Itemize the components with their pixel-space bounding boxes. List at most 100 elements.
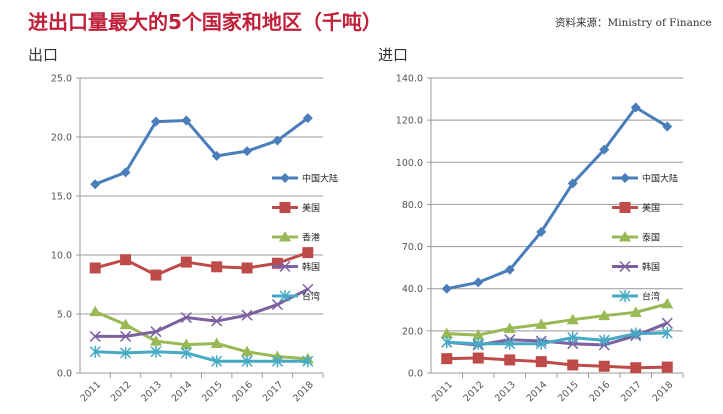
data-point [211,261,223,273]
y-tick-label: 0.0 [408,369,423,380]
legend-label: 美国 [302,202,320,214]
y-tick-label: 70.0 [402,242,423,253]
chart-title: 进口 [378,46,408,64]
data-point [120,330,132,342]
data-point [180,312,192,324]
data-point [89,262,101,274]
data-point [661,317,673,329]
legend-item: 中国大陆 [272,173,338,185]
data-point [504,354,516,366]
series-韩国 [89,283,314,342]
data-point [661,361,673,373]
legend-label: 台湾 [302,291,320,303]
legend-item: 中国大陆 [612,173,678,185]
data-point [535,318,548,329]
legend-item: 泰国 [612,231,660,244]
x-tick-label: 2017 [619,379,644,404]
legend-label: 台湾 [642,291,660,303]
data-point [535,337,547,350]
legend-label: 美国 [642,202,660,214]
data-point [302,113,313,124]
data-point [472,329,485,340]
data-point [661,297,674,309]
x-tick-label: 2012 [109,379,134,404]
data-point [150,269,162,281]
legend-label: 中国大陆 [642,173,678,185]
data-point [598,334,610,347]
data-point [242,146,253,157]
page-title: 进出口量最大的5个国家和地区（千吨） [28,10,382,34]
y-tick-label: 140.0 [396,74,423,85]
x-tick-label: 2014 [170,379,195,404]
legend-label: 泰国 [642,232,660,244]
data-point [302,283,314,295]
legend-marker [279,231,291,242]
data-point [180,338,193,350]
data-point [241,345,254,357]
series-美国 [441,352,673,374]
data-point [241,355,253,368]
series-台湾 [89,345,314,368]
legend-item: 台湾 [612,290,660,303]
data-point [150,116,161,127]
x-tick-label: 2018 [291,379,316,404]
y-tick-label: 20.0 [51,133,72,144]
legend-marker [619,260,631,273]
data-point [302,247,314,259]
legend-label: 韩国 [642,261,660,273]
data-point [180,346,192,359]
data-point [241,309,253,321]
data-point [503,322,516,333]
series-line [446,302,668,337]
data-point [210,337,223,348]
data-point [241,262,253,274]
data-point [150,326,162,338]
y-tick-label: 120.0 [396,116,423,127]
legend-item: 美国 [612,202,660,214]
data-point [567,359,579,371]
chart-title: 出口 [28,46,58,64]
legend-item: 台湾 [272,290,320,303]
data-point [630,327,642,340]
legend-item: 美国 [272,202,320,214]
data-point [180,256,192,268]
data-point [271,257,283,269]
series-line [446,331,668,346]
data-point [441,283,452,294]
data-point [440,327,453,339]
data-point [662,121,673,132]
data-point [630,102,641,113]
x-tick-label: 2016 [230,379,255,404]
data-point [567,178,578,189]
series-泰国 [440,297,674,340]
legend-marker [619,231,631,242]
legend-item: 香港 [272,231,320,244]
data-point [472,337,484,350]
source-note: 资料来源：Ministry of Finance [555,17,712,29]
y-tick-label: 0.0 [57,369,72,380]
y-tick-label: 15.0 [51,192,72,203]
data-point [119,318,132,330]
x-tick-label: 2012 [461,379,486,404]
series-line [94,310,308,361]
data-point [271,355,283,368]
data-point [536,226,547,237]
data-point [599,144,610,155]
series-line [446,106,669,291]
data-point [629,306,642,317]
x-tick-label: 2011 [430,379,455,404]
data-point [504,337,516,350]
x-tick-label: 2015 [200,379,225,404]
series-台湾 [441,326,673,350]
data-point [150,345,162,358]
data-point [441,353,453,365]
data-point [89,330,101,342]
data-point [149,335,162,346]
legend-marker [279,290,291,302]
data-point [272,135,283,146]
series-中国大陆 [441,102,673,294]
data-point [120,346,132,359]
legend-label: 韩国 [302,261,320,273]
data-point [473,277,484,288]
